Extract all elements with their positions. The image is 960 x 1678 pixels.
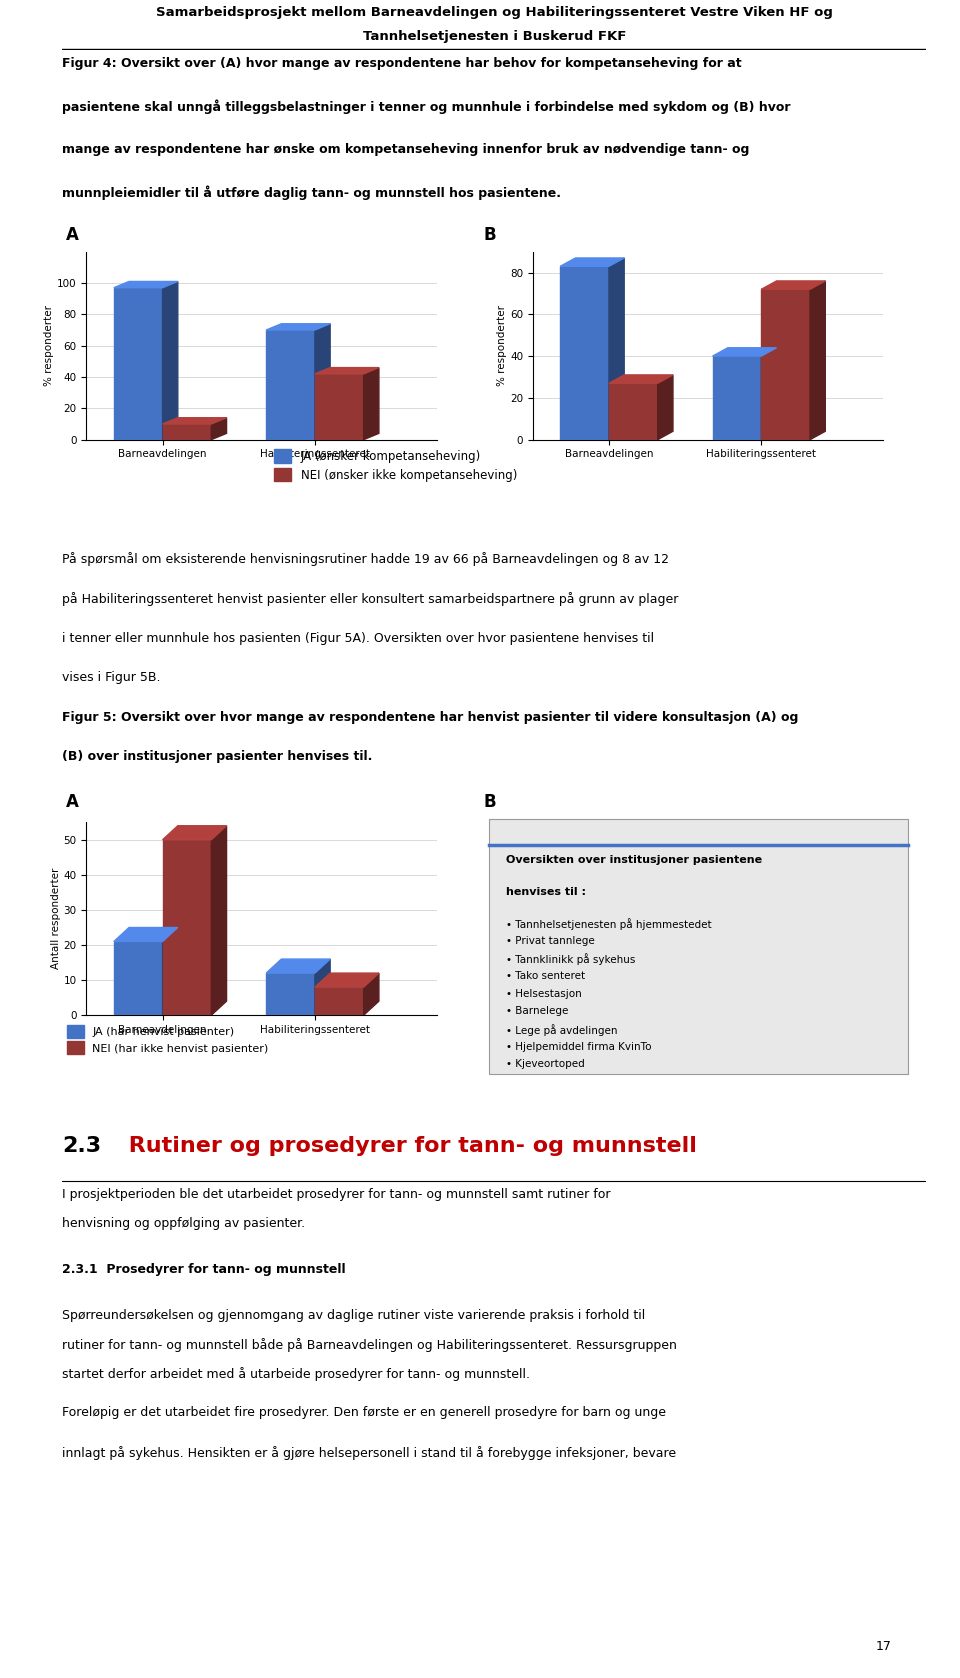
Polygon shape — [266, 960, 330, 973]
Text: vises i Figur 5B.: vises i Figur 5B. — [62, 671, 161, 685]
Polygon shape — [364, 367, 379, 440]
Text: • Kjeveortoped: • Kjeveortoped — [506, 1059, 585, 1069]
Bar — [114, 287, 162, 440]
Text: pasientene skal unngå tilleggsbelastninger i tenner og munnhule i forbindelse me: pasientene skal unngå tilleggsbelastning… — [62, 99, 791, 114]
Bar — [712, 356, 761, 440]
Text: (B) over institusjoner pasienter henvises til.: (B) over institusjoner pasienter henvise… — [62, 750, 372, 763]
Y-axis label: Antall responderter: Antall responderter — [51, 868, 60, 970]
Text: 2.3.1  Prosedyrer for tann- og munnstell: 2.3.1 Prosedyrer for tann- og munnstell — [62, 1262, 346, 1275]
Polygon shape — [364, 973, 379, 1015]
Text: Figur 5: Oversikt over hvor mange av respondentene har henvist pasienter til vid: Figur 5: Oversikt over hvor mange av res… — [62, 711, 799, 725]
Bar — [266, 973, 315, 1015]
Text: Samarbeidsprosjekt mellom Barneavdelingen og Habiliteringssenteret Vestre Viken : Samarbeidsprosjekt mellom Barneavdelinge… — [156, 5, 833, 18]
Polygon shape — [315, 367, 379, 374]
Y-axis label: % responderter: % responderter — [497, 305, 507, 386]
Text: på Habiliteringssenteret henvist pasienter eller konsultert samarbeidspartnere p: på Habiliteringssenteret henvist pasient… — [62, 592, 679, 606]
Legend: JA (har henvist pasienter), NEI (har ikke henvist pasienter): JA (har henvist pasienter), NEI (har ikk… — [62, 1020, 273, 1059]
Text: rutiner for tann- og munnstell både på Barneavdelingen og Habiliteringssenteret.: rutiner for tann- og munnstell både på B… — [62, 1337, 677, 1352]
Text: På spørsmål om eksisterende henvisningsrutiner hadde 19 av 66 på Barneavdelingen: På spørsmål om eksisterende henvisningsr… — [62, 552, 669, 565]
Polygon shape — [266, 324, 330, 331]
Bar — [609, 383, 658, 440]
Polygon shape — [712, 347, 777, 356]
Text: B: B — [484, 227, 496, 243]
Polygon shape — [162, 928, 178, 1015]
Text: 2.3: 2.3 — [62, 1136, 102, 1156]
Text: Figur 4: Oversikt over (A) hvor mange av respondentene har behov for kompetanseh: Figur 4: Oversikt over (A) hvor mange av… — [62, 57, 742, 70]
FancyBboxPatch shape — [489, 819, 908, 1074]
Polygon shape — [315, 973, 379, 987]
Text: 17: 17 — [876, 1639, 891, 1653]
Bar — [315, 374, 364, 440]
Text: A: A — [66, 794, 79, 810]
Text: innlagt på sykehus. Hensikten er å gjøre helsepersonell i stand til å forebygge : innlagt på sykehus. Hensikten er å gjøre… — [62, 1445, 677, 1460]
Y-axis label: % responderter: % responderter — [44, 305, 55, 386]
Polygon shape — [658, 374, 673, 440]
Text: • Helsestasjon: • Helsestasjon — [506, 988, 582, 998]
Polygon shape — [561, 258, 624, 267]
Text: Spørreundersøkelsen og gjennomgang av daglige rutiner viste varierende praksis i: Spørreundersøkelsen og gjennomgang av da… — [62, 1309, 646, 1322]
Polygon shape — [315, 960, 330, 1015]
Text: • Hjelpemiddel firma KvinTo: • Hjelpemiddel firma KvinTo — [506, 1042, 652, 1052]
Text: • Tannklinikk på sykehus: • Tannklinikk på sykehus — [506, 953, 636, 965]
Polygon shape — [609, 258, 624, 440]
Text: mange av respondentene har ønske om kompetanseheving innenfor bruk av nødvendige: mange av respondentene har ønske om komp… — [62, 143, 750, 156]
Polygon shape — [211, 826, 227, 1015]
Polygon shape — [162, 826, 227, 839]
Text: munnpleiemidler til å utføre daglig tann- og munnstell hos pasientene.: munnpleiemidler til å utføre daglig tann… — [62, 185, 562, 200]
Text: i tenner eller munnhule hos pasienten (Figur 5A). Oversikten over hvor pasienten: i tenner eller munnhule hos pasienten (F… — [62, 631, 655, 644]
Text: Foreløpig er det utarbeidet fire prosedyrer. Den første er en generell prosedyre: Foreløpig er det utarbeidet fire prosedy… — [62, 1406, 666, 1420]
Polygon shape — [609, 374, 673, 383]
Bar — [114, 941, 162, 1015]
Bar — [162, 425, 211, 440]
Polygon shape — [162, 282, 178, 440]
Bar — [266, 331, 315, 440]
Polygon shape — [114, 928, 178, 941]
Text: I prosjektperioden ble det utarbeidet prosedyrer for tann- og munnstell samt rut: I prosjektperioden ble det utarbeidet pr… — [62, 1188, 611, 1201]
Text: • Tako senteret: • Tako senteret — [506, 972, 586, 982]
Text: startet derfor arbeidet med å utarbeide prosedyrer for tann- og munnstell.: startet derfor arbeidet med å utarbeide … — [62, 1368, 530, 1381]
Text: Rutiner og prosedyrer for tann- og munnstell: Rutiner og prosedyrer for tann- og munns… — [121, 1136, 697, 1156]
Polygon shape — [761, 280, 826, 289]
Text: Oversikten over institusjoner pasientene: Oversikten over institusjoner pasientene — [506, 856, 762, 866]
Text: • Barnelege: • Barnelege — [506, 1007, 568, 1017]
Bar — [761, 289, 810, 440]
Polygon shape — [211, 418, 227, 440]
Bar — [162, 839, 211, 1015]
Text: • Lege på avdelingen: • Lege på avdelingen — [506, 1024, 617, 1035]
Bar — [561, 267, 609, 440]
Polygon shape — [761, 347, 777, 440]
Text: A: A — [66, 227, 79, 243]
Polygon shape — [162, 418, 227, 425]
Text: henvises til :: henvises til : — [506, 886, 587, 896]
Text: • Tannhelsetjenesten på hjemmestedet: • Tannhelsetjenesten på hjemmestedet — [506, 918, 711, 930]
Bar — [315, 987, 364, 1015]
Text: B: B — [484, 794, 496, 810]
Text: henvisning og oppfølging av pasienter.: henvisning og oppfølging av pasienter. — [62, 1217, 305, 1230]
Polygon shape — [810, 280, 826, 440]
Legend: JA (ønsker kompetanseheving), NEI (ønsker ikke kompetanseheving): JA (ønsker kompetanseheving), NEI (ønske… — [269, 445, 522, 487]
Text: • Privat tannlege: • Privat tannlege — [506, 936, 595, 945]
Text: Tannhelsetjenesten i Buskerud FKF: Tannhelsetjenesten i Buskerud FKF — [363, 30, 626, 42]
Polygon shape — [315, 324, 330, 440]
Polygon shape — [114, 282, 178, 287]
